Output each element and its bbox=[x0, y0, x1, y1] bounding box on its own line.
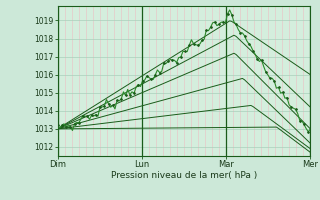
X-axis label: Pression niveau de la mer( hPa ): Pression niveau de la mer( hPa ) bbox=[111, 171, 257, 180]
